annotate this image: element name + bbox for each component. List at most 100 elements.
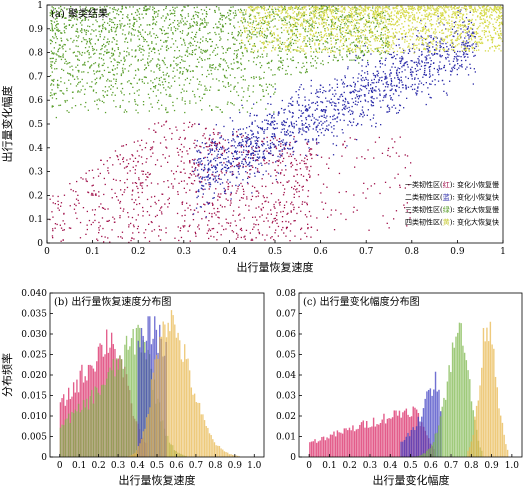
scatter-point (144, 76, 146, 78)
scatter-point (124, 109, 126, 111)
scatter-point (198, 96, 201, 98)
scatter-point (78, 69, 80, 72)
scatter-point (132, 166, 134, 168)
scatter-point (290, 98, 292, 100)
scatter-point (76, 11, 78, 14)
scatter-point (300, 210, 302, 212)
scatter-point (273, 111, 275, 113)
scatter-point (223, 228, 225, 231)
scatter-point (342, 27, 344, 29)
scatter-point (166, 147, 168, 149)
scatter-point (500, 38, 502, 40)
scatter-point (263, 159, 265, 161)
scatter-point (341, 93, 343, 95)
scatter-point (325, 90, 327, 93)
scatter-point (236, 157, 238, 159)
scatter-point (289, 144, 291, 147)
scatter-point (164, 78, 166, 80)
scatter-point (134, 157, 137, 159)
scatter-point (232, 160, 234, 163)
scatter-point (108, 51, 110, 53)
scatter-point (136, 82, 138, 84)
scatter-point (87, 191, 90, 194)
scatter-point (403, 107, 405, 109)
scatter-point (263, 36, 265, 39)
scatter-point (244, 19, 246, 21)
scatter-point (291, 125, 294, 127)
scatter-point (457, 35, 459, 37)
scatter-point (58, 56, 60, 58)
scatter-point (119, 27, 122, 29)
scatter-point (264, 12, 266, 14)
scatter-point (61, 15, 63, 18)
scatter-point (342, 113, 344, 115)
scatter-point (419, 8, 421, 11)
scatter-point (428, 41, 430, 44)
scatter-point (287, 45, 289, 47)
scatter-point (184, 54, 186, 56)
scatter-point (434, 9, 437, 11)
scatter-point (221, 111, 223, 113)
scatter-point (227, 222, 230, 224)
scatter-point (303, 6, 305, 8)
scatter-point (311, 37, 314, 40)
scatter-point (289, 148, 291, 150)
scatter-point (377, 72, 380, 74)
scatter-point (359, 115, 361, 117)
scatter-point (127, 212, 129, 214)
scatter-point (183, 84, 185, 86)
scatter-point (422, 27, 424, 29)
scatter-point (335, 7, 338, 10)
scatter-point (252, 61, 255, 63)
scatter-point (443, 64, 446, 67)
scatter-point (137, 59, 139, 61)
scatter-point (198, 123, 200, 125)
scatter-point (86, 29, 88, 31)
scatter-point (349, 22, 351, 24)
scatter-point (356, 22, 358, 24)
scatter-point (67, 62, 69, 64)
scatter-point (388, 35, 390, 37)
scatter-point (50, 9, 52, 11)
scatter-point (145, 161, 147, 163)
scatter-point (399, 60, 401, 62)
scatter-point (98, 53, 101, 55)
scatter-point (333, 128, 335, 130)
scatter-point (119, 207, 122, 209)
scatter-point (207, 58, 209, 60)
scatter-point (227, 12, 229, 14)
scatter-point (285, 201, 288, 203)
scatter-point (109, 18, 111, 20)
scatter-point (187, 32, 190, 34)
scatter-point (395, 44, 397, 47)
scatter-point (303, 88, 305, 90)
scatter-point (473, 47, 476, 49)
scatter-point (285, 226, 288, 229)
scatter-point (342, 99, 344, 102)
scatter-point (198, 83, 200, 85)
scatter-point (150, 196, 153, 198)
scatter-point (350, 33, 352, 35)
scatter-point (467, 26, 469, 28)
scatter-point (202, 170, 205, 172)
scatter-point (230, 202, 232, 204)
scatter-point (159, 69, 161, 71)
scatter-point (279, 16, 281, 18)
scatter-point (302, 127, 304, 129)
scatter-point (295, 21, 297, 24)
scatter-point (402, 58, 404, 60)
scatter-point (196, 21, 198, 23)
scatter-point (400, 15, 402, 17)
scatter-point (219, 18, 221, 20)
scatter-point (278, 60, 280, 62)
scatter-point (281, 18, 283, 20)
scatter-point (209, 8, 211, 10)
scatter-point (235, 147, 237, 149)
scatter-point (432, 46, 434, 48)
scatter-point (194, 169, 196, 172)
scatter-point (232, 173, 235, 176)
scatter-point (445, 50, 448, 52)
scatter-point (270, 103, 272, 105)
scatter-point (279, 66, 281, 68)
scatter-point (368, 21, 370, 23)
